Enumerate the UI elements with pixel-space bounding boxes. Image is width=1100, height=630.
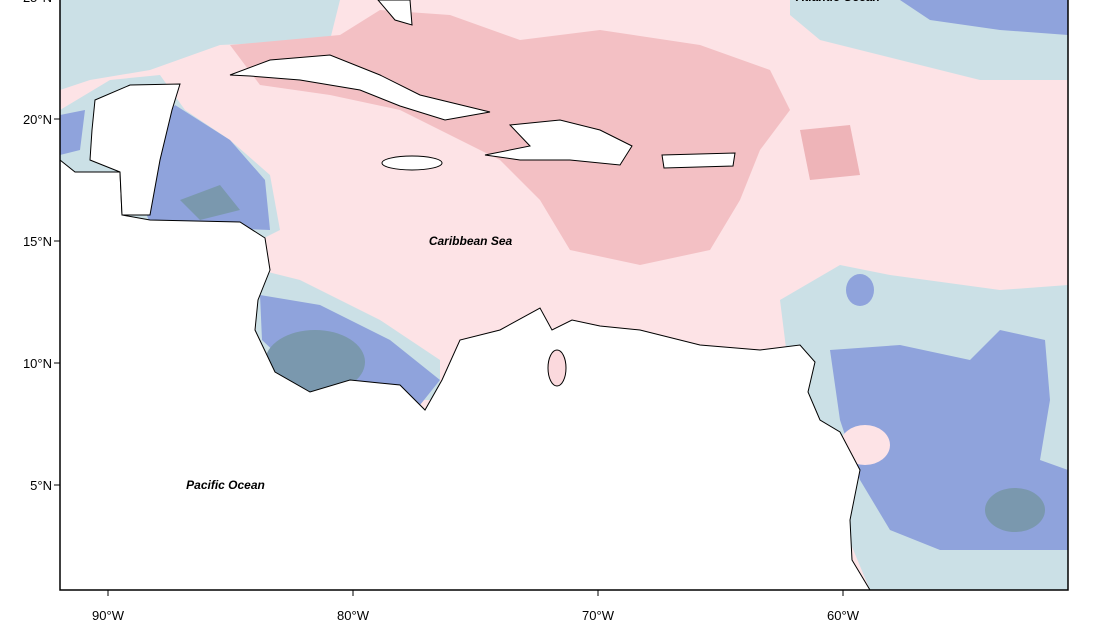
y-tick-label: 10°N bbox=[23, 356, 52, 371]
place-label: Pacific Ocean bbox=[186, 478, 265, 492]
yucatan bbox=[89, 83, 181, 216]
map-frame bbox=[59, 0, 1069, 591]
florida bbox=[377, 0, 413, 26]
anomaly-zone bbox=[846, 274, 874, 306]
place-label: Caribbean Sea bbox=[429, 234, 513, 248]
y-tick-label: 15°N bbox=[23, 234, 52, 249]
cuba bbox=[229, 54, 491, 121]
anomaly-zone bbox=[265, 330, 365, 394]
anomaly-zone bbox=[180, 185, 240, 220]
y-tick-label: 20°N bbox=[23, 112, 52, 127]
anomaly-zone bbox=[800, 125, 860, 180]
x-tick-label: 70°W bbox=[582, 608, 615, 623]
anomaly-zone bbox=[900, 0, 1068, 35]
map-field bbox=[60, 0, 1068, 590]
x-tick-label: 60°W bbox=[827, 608, 860, 623]
y-tick-label: 5°N bbox=[30, 478, 52, 493]
puerto-rico bbox=[661, 152, 736, 169]
anomaly-zone bbox=[985, 488, 1045, 532]
x-tick-label: 80°W bbox=[337, 608, 370, 623]
jamaica bbox=[381, 155, 443, 171]
anomaly-zone bbox=[60, 0, 340, 90]
lake-maracaibo bbox=[547, 349, 567, 387]
place-label: Atlantic Ocean bbox=[795, 0, 880, 4]
hispaniola bbox=[484, 119, 633, 166]
land-and-pacific bbox=[60, 159, 871, 590]
y-tick-label: 25°N bbox=[23, 0, 52, 5]
x-tick-label: 90°W bbox=[92, 608, 125, 623]
